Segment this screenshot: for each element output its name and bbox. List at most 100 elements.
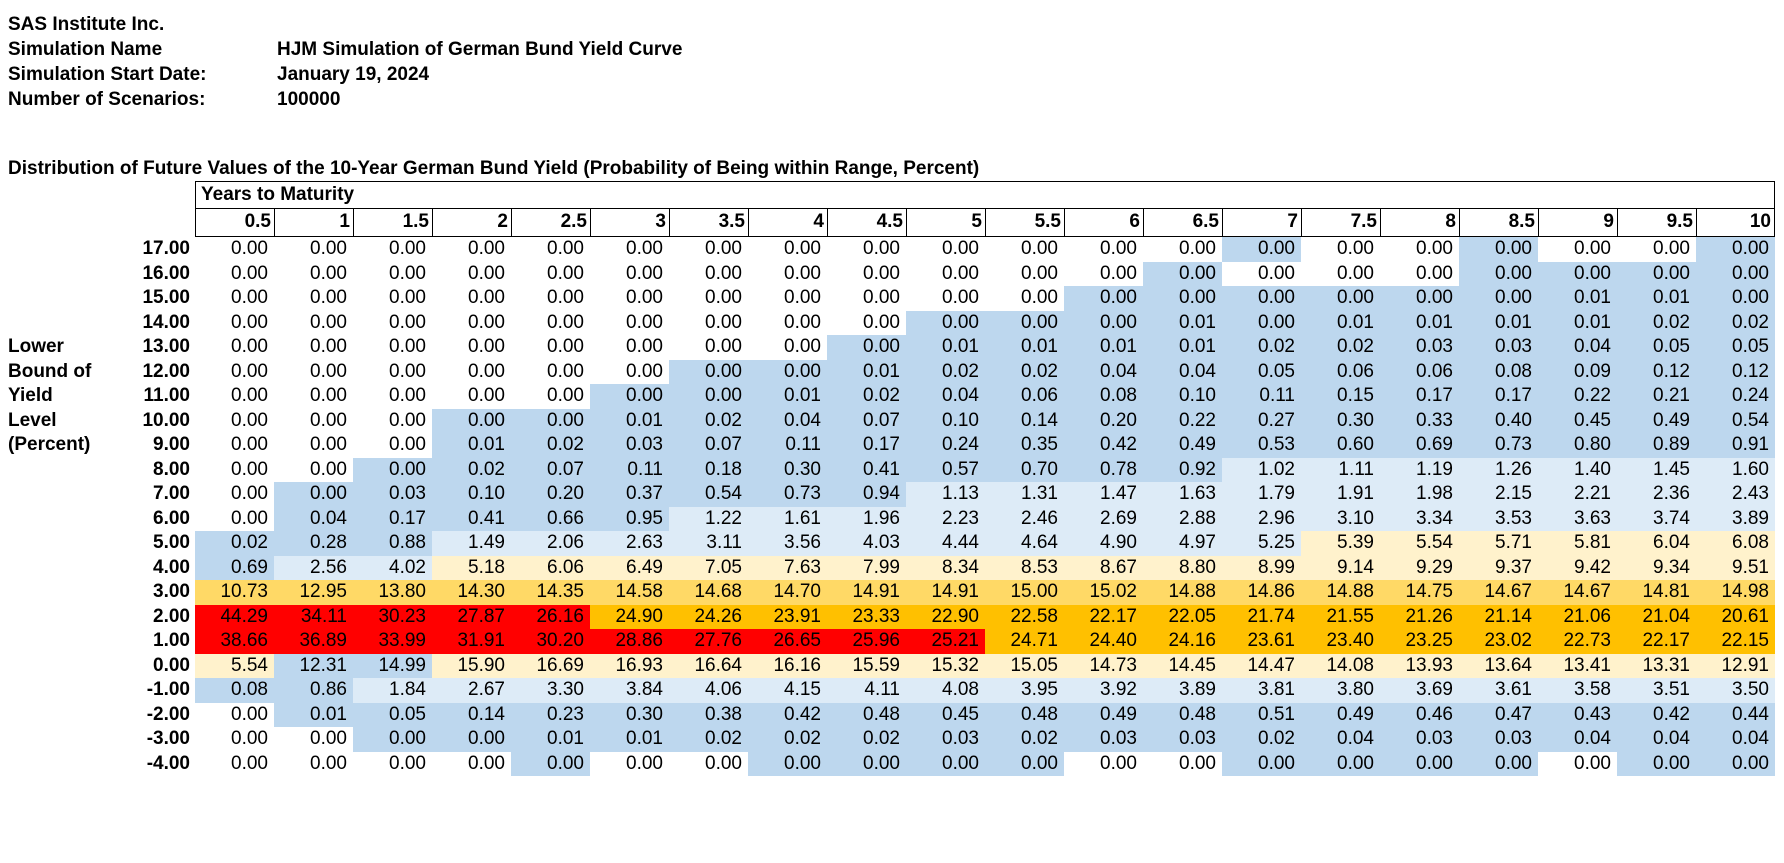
table-cell: 0.07 xyxy=(669,433,748,458)
table-cell: 0.05 xyxy=(1617,335,1696,360)
table-cell: 1.22 xyxy=(669,506,748,531)
table-cell: 6.49 xyxy=(590,555,669,580)
table-cell: 0.00 xyxy=(1380,237,1459,262)
table-cell: 0.00 xyxy=(195,310,274,335)
table-cell: 15.00 xyxy=(985,580,1064,605)
table-cell: 0.00 xyxy=(1064,286,1143,311)
table-cell: 0.00 xyxy=(827,310,906,335)
table-cell: 3.89 xyxy=(1143,678,1222,703)
table-cell: 0.03 xyxy=(590,433,669,458)
table-cell: 3.74 xyxy=(1617,506,1696,531)
table-cell: 1.96 xyxy=(827,506,906,531)
table-cell: 21.04 xyxy=(1617,604,1696,629)
table-cell: 38.66 xyxy=(195,629,274,654)
table-cell: 0.00 xyxy=(353,384,432,409)
table-cell: 0.01 xyxy=(1301,310,1380,335)
table-cell: 15.59 xyxy=(827,653,906,678)
table-cell: 0.00 xyxy=(1301,237,1380,262)
table-cell: 0.42 xyxy=(748,702,827,727)
table-cell: 0.05 xyxy=(353,702,432,727)
table-cell: 2.06 xyxy=(511,531,590,556)
table-cell: 0.00 xyxy=(195,359,274,384)
table-cell: 0.10 xyxy=(1143,384,1222,409)
table-cell: 0.00 xyxy=(906,261,985,286)
table-cell: 14.70 xyxy=(748,580,827,605)
table-cell: 0.18 xyxy=(669,457,748,482)
table-cell: 0.03 xyxy=(906,727,985,752)
table-cell: 0.53 xyxy=(1222,433,1301,458)
table-cell: 0.08 xyxy=(1459,359,1538,384)
table-cell: 0.00 xyxy=(669,286,748,311)
table-cell: 0.00 xyxy=(669,261,748,286)
table-cell: 0.45 xyxy=(906,702,985,727)
table-cell: 0.00 xyxy=(353,261,432,286)
table-cell: 0.00 xyxy=(590,751,669,776)
table-cell: 0.00 xyxy=(274,751,353,776)
row-axis-label-line: Yield xyxy=(8,385,53,406)
table-cell: 0.00 xyxy=(669,359,748,384)
table-cell: 14.75 xyxy=(1380,580,1459,605)
row-axis-label-line: Lower xyxy=(8,336,64,357)
table-cell: 0.00 xyxy=(511,384,590,409)
table-cell: 1.02 xyxy=(1222,457,1301,482)
table-cell: 12.95 xyxy=(274,580,353,605)
table-cell: 5.39 xyxy=(1301,531,1380,556)
table-cell: 14.67 xyxy=(1538,580,1617,605)
column-header: 3.5 xyxy=(669,209,748,237)
table-cell: 0.00 xyxy=(1222,261,1301,286)
table-cell: 0.00 xyxy=(748,237,827,262)
table-cell: 0.00 xyxy=(906,751,985,776)
probability-table: Years to Maturity 0.5 1 1.5 2 2.5 3 3.5 4 4.5 5 5.… xyxy=(195,181,1775,851)
table-cell: 0.15 xyxy=(1301,384,1380,409)
table-cell: 0.01 xyxy=(1143,335,1222,360)
table-cell: 0.00 xyxy=(1064,237,1143,262)
table-cell: 0.00 xyxy=(511,286,590,311)
table-cell: 0.28 xyxy=(274,531,353,556)
row-header: 6.00 xyxy=(153,507,190,529)
table-cell: 23.61 xyxy=(1222,629,1301,654)
table-cell: 0.02 xyxy=(1222,335,1301,360)
column-header: 1 xyxy=(274,209,353,237)
table-cell: 0.02 xyxy=(985,727,1064,752)
table-cell: 0.00 xyxy=(353,408,432,433)
table-cell: 0.03 xyxy=(353,482,432,507)
table-cell: 0.04 xyxy=(1064,359,1143,384)
table-cell: 9.29 xyxy=(1380,555,1459,580)
table-cell: 0.00 xyxy=(1459,261,1538,286)
table-cell: 7.99 xyxy=(827,555,906,580)
table-cell: 0.02 xyxy=(1222,727,1301,752)
table-cell: 1.91 xyxy=(1301,482,1380,507)
table-cell: 0.00 xyxy=(274,408,353,433)
table-cell: 0.47 xyxy=(1459,702,1538,727)
table-cell: 0.69 xyxy=(195,555,274,580)
table-cell: 0.00 xyxy=(827,751,906,776)
table-cell: 0.00 xyxy=(432,261,511,286)
table-cell: 1.11 xyxy=(1301,457,1380,482)
table-cell: 0.00 xyxy=(827,261,906,286)
table-cell: 0.30 xyxy=(748,457,827,482)
column-header: 6 xyxy=(1064,209,1143,237)
table-cell: 0.01 xyxy=(1064,335,1143,360)
table-cell: 5.18 xyxy=(432,555,511,580)
table-cell: 1.79 xyxy=(1222,482,1301,507)
table-cell: 1.47 xyxy=(1064,482,1143,507)
table-cell: 0.00 xyxy=(432,384,511,409)
table-cell: 30.23 xyxy=(353,604,432,629)
table-cell: 0.02 xyxy=(1617,310,1696,335)
table-cell: 0.00 xyxy=(985,237,1064,262)
table-cell: 28.86 xyxy=(590,629,669,654)
table-cell: 9.51 xyxy=(1696,555,1775,580)
table-cell: 0.08 xyxy=(1064,384,1143,409)
table-cell: 0.00 xyxy=(985,751,1064,776)
table-cell: 7.63 xyxy=(748,555,827,580)
table-cell: 0.17 xyxy=(1380,384,1459,409)
table-cell: 0.06 xyxy=(985,384,1064,409)
table-cell: 12.31 xyxy=(274,653,353,678)
table-cell: 0.00 xyxy=(274,335,353,360)
table-cell: 2.56 xyxy=(274,555,353,580)
table-cell: 4.90 xyxy=(1064,531,1143,556)
table-cell: 0.00 xyxy=(274,457,353,482)
table-cell: 0.00 xyxy=(1064,261,1143,286)
table-cell: 0.01 xyxy=(748,384,827,409)
table-cell: 2.21 xyxy=(1538,482,1617,507)
